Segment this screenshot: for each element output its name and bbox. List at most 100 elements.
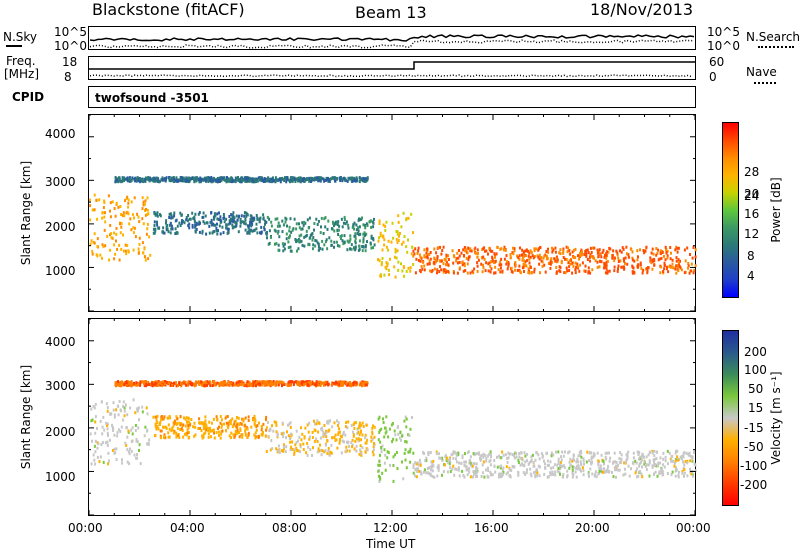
echo-cell-1-4 [498, 475, 500, 479]
echo-cell-0-2 [355, 228, 358, 232]
echo-cell-1-1 [254, 419, 257, 423]
echo-cell-0-2 [295, 227, 298, 231]
echo-cell-1-4 [425, 471, 428, 475]
echo-cell-0-5 [216, 177, 219, 180]
echo-cell-0-4 [533, 267, 536, 271]
echo-cell-1-2 [316, 440, 319, 443]
echo-cell-0-0 [111, 200, 114, 204]
echo-cell-1-4 [651, 465, 654, 469]
echo-cell-1-3 [384, 426, 387, 430]
echo-cell-1-0 [93, 406, 96, 410]
echo-cell-0-4 [663, 254, 665, 258]
echo-cell-1-4 [683, 471, 686, 475]
echo-cell-1-4 [538, 465, 541, 469]
echo-cell-1-1 [260, 424, 263, 428]
echo-cell-1-4 [452, 450, 455, 454]
echo-cell-1-1 [180, 427, 183, 431]
echo-cell-1-4 [455, 460, 458, 464]
xtick-0: 00:00 [68, 521, 103, 535]
echo-cell-0-2 [330, 239, 333, 243]
echo-cell-0-2 [294, 238, 297, 241]
echo-cell-1-1 [243, 424, 246, 428]
echo-cell-0-0 [133, 226, 136, 230]
echo-cell-1-5 [300, 380, 303, 384]
echo-cell-1-4 [518, 455, 521, 459]
echo-cell-0-2 [357, 226, 360, 230]
echo-cell-1-4 [529, 472, 532, 476]
echo-cell-1-4 [587, 472, 590, 476]
echo-cell-0-4 [461, 260, 464, 264]
echo-cell-1-4 [618, 461, 621, 465]
echo-cell-1-5 [327, 383, 330, 387]
vel-cbar-tick-200: 200 [744, 345, 767, 359]
echo-cell-0-3 [403, 274, 405, 278]
echo-cell-1-4 [620, 453, 623, 457]
echo-cell-0-4 [623, 267, 626, 271]
echo-cell-1-0 [102, 460, 105, 464]
echo-cell-1-0 [135, 438, 138, 441]
echo-cell-0-0 [130, 200, 133, 204]
echo-cell-1-4 [606, 451, 609, 455]
echo-cell-1-0 [114, 451, 117, 455]
echo-cell-0-4 [417, 246, 420, 250]
echo-cell-1-4 [676, 449, 679, 453]
echo-cell-1-0 [106, 409, 109, 413]
echo-cell-1-2 [326, 451, 329, 455]
echo-cell-0-4 [539, 246, 542, 250]
echo-cell-1-5 [139, 383, 142, 387]
echo-cell-1-4 [431, 465, 434, 469]
echo-cell-1-2 [299, 450, 302, 454]
echo-cell-0-4 [463, 264, 466, 268]
echo-cell-1-4 [534, 475, 537, 479]
echo-cell-0-4 [579, 254, 582, 258]
echo-cell-0-1 [259, 231, 261, 235]
echo-cell-1-1 [247, 419, 250, 422]
xtick-4: 16:00 [474, 521, 509, 535]
echo-cell-0-4 [604, 254, 606, 258]
echo-cell-0-0 [133, 216, 135, 220]
echo-cell-1-4 [526, 452, 528, 456]
echo-cell-1-2 [295, 446, 298, 450]
echo-cell-0-2 [338, 224, 341, 228]
echo-cell-0-2 [336, 223, 339, 227]
echo-cell-0-1 [255, 214, 258, 217]
echo-cell-1-4 [656, 474, 659, 478]
echo-cell-1-1 [221, 429, 224, 433]
echo-cell-0-4 [553, 257, 556, 261]
echo-cell-0-5 [310, 179, 313, 183]
echo-cell-1-5 [194, 380, 197, 384]
echo-cell-1-0 [98, 460, 101, 464]
echo-cell-0-5 [121, 178, 124, 182]
echo-cell-1-3 [379, 440, 382, 444]
xtick-5: 20:00 [575, 521, 610, 535]
echo-cell-0-2 [369, 241, 372, 245]
echo-cell-0-1 [247, 226, 250, 230]
echo-cell-0-4 [518, 264, 521, 268]
echo-cell-0-2 [298, 234, 301, 238]
echo-cell-1-1 [228, 420, 231, 423]
echo-cell-1-5 [354, 383, 357, 387]
echo-cell-0-4 [651, 267, 654, 271]
echo-cell-1-1 [242, 417, 245, 421]
echo-cell-1-3 [383, 435, 386, 439]
echo-cell-0-0 [144, 258, 147, 262]
echo-cell-1-4 [620, 459, 623, 462]
echo-cell-1-4 [486, 466, 489, 470]
echo-cell-1-4 [502, 453, 505, 457]
echo-cell-0-4 [589, 246, 592, 250]
echo-cell-0-4 [568, 259, 571, 263]
echo-cell-1-3 [392, 479, 395, 483]
echo-cell-0-4 [423, 255, 426, 259]
echo-cell-0-2 [316, 223, 319, 226]
echo-cell-1-2 [265, 450, 268, 453]
echo-cell-0-4 [596, 260, 599, 264]
echo-cell-0-5 [209, 179, 212, 183]
echo-cell-1-4 [612, 475, 615, 479]
echo-cell-0-2 [303, 235, 306, 239]
echo-cell-0-1 [244, 217, 247, 221]
echo-cell-0-2 [353, 227, 355, 231]
echo-cell-1-4 [608, 451, 610, 455]
echo-cell-0-5 [318, 178, 321, 182]
echo-cell-0-4 [596, 251, 599, 255]
echo-cell-1-4 [605, 457, 608, 461]
